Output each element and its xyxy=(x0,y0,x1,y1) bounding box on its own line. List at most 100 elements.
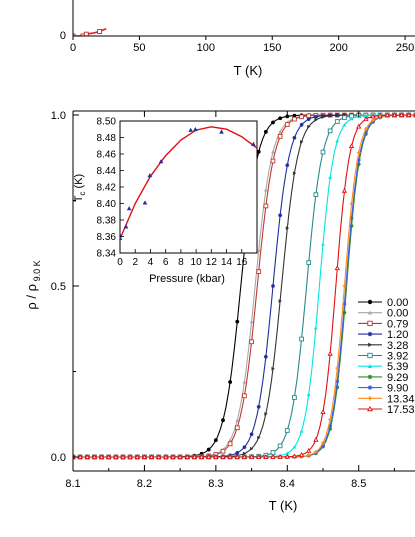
main-series-point xyxy=(213,454,219,459)
main-series-point xyxy=(263,354,268,359)
main-series-point xyxy=(277,134,283,139)
main-series-point xyxy=(141,454,148,459)
main-series-point xyxy=(334,119,340,124)
main-series-point xyxy=(398,112,405,117)
main-series-point xyxy=(277,443,283,449)
legend-marker xyxy=(367,364,373,368)
main-series-point xyxy=(234,454,240,459)
main-series-point xyxy=(263,129,268,134)
inset-data-layer xyxy=(120,126,257,240)
main-series-point xyxy=(220,454,226,459)
main-series-point xyxy=(191,454,198,459)
main-series-point xyxy=(349,116,354,121)
main-series-point xyxy=(285,451,290,455)
main-x-tick-label: 8.4 xyxy=(280,478,295,490)
main-series-point xyxy=(228,380,233,384)
legend-marker xyxy=(367,352,373,359)
legend-marker xyxy=(367,396,373,401)
main-series-point xyxy=(292,171,297,176)
main-series-point xyxy=(271,366,275,371)
main-series-point xyxy=(256,269,262,274)
main-series-point xyxy=(370,113,376,119)
legend-label: 5.39 xyxy=(387,361,408,373)
main-series-point xyxy=(299,114,304,120)
main-series-point xyxy=(349,224,354,228)
main-series-point xyxy=(349,216,354,221)
top-series-point xyxy=(80,33,86,36)
main-y-tick-label: 0.0 xyxy=(51,452,66,464)
inset-x-tick-label: 6 xyxy=(163,257,169,268)
main-series-point xyxy=(106,454,112,459)
main-series-point xyxy=(363,116,369,122)
inset-x-tick-label: 12 xyxy=(206,257,218,268)
main-series-point xyxy=(334,265,340,271)
main-series-point xyxy=(263,203,269,209)
main-x-axis-label: T (K) xyxy=(269,498,298,513)
main-series-point xyxy=(306,260,312,265)
main-x-ticks: 8.1 8.2 8.3 8.4 8.5 xyxy=(65,111,395,490)
inset-y-tick-label: 8.38 xyxy=(97,216,117,227)
inset-fit-curve xyxy=(120,126,257,240)
main-y-axis-label: ρ / ρ 9.0 K xyxy=(24,260,42,309)
inset-x-tick-label: 2 xyxy=(132,257,138,268)
main-series-point xyxy=(313,450,318,454)
inset-x-tick-label: 14 xyxy=(221,257,233,268)
main-series-point xyxy=(327,128,333,134)
main-series-point xyxy=(342,310,347,315)
legend-marker xyxy=(367,320,373,327)
main-series-point xyxy=(284,428,290,433)
main-series-point xyxy=(98,454,105,459)
main-series-point xyxy=(328,417,333,422)
main-series-point xyxy=(263,454,269,459)
top-series-point xyxy=(83,31,89,36)
top-y-tick-0: 0 xyxy=(60,30,66,42)
top-series-point xyxy=(73,33,76,36)
main-series-point xyxy=(321,115,325,119)
main-series-point xyxy=(335,366,340,371)
main-series-point xyxy=(292,135,297,140)
main-series-point xyxy=(170,454,176,459)
main-series-point xyxy=(91,454,98,459)
main-series-point xyxy=(314,118,318,122)
main-series-point xyxy=(348,143,355,148)
main-series-point xyxy=(220,448,226,454)
main-series-point xyxy=(307,124,311,129)
main-series-point xyxy=(285,226,290,231)
main-series-point xyxy=(127,454,133,459)
legend-label: 3.92 xyxy=(387,351,408,363)
main-series-point xyxy=(306,447,312,453)
main-series-point xyxy=(270,450,276,455)
legend-label: 3.28 xyxy=(387,340,408,352)
inset-y-tick-label: 8.42 xyxy=(97,183,117,194)
inset-y-tick-label: 8.46 xyxy=(97,150,117,161)
main-series-point xyxy=(363,113,368,118)
main-series-point xyxy=(292,113,297,118)
main-series-point xyxy=(335,385,340,390)
main-series-point xyxy=(156,454,162,459)
top-x-axis-label: T (K) xyxy=(234,63,263,78)
main-series-point xyxy=(363,127,368,132)
inset-y-axis-label: Tc (K) xyxy=(73,174,87,202)
legend-label: 0.79 xyxy=(387,318,408,330)
main-series-point xyxy=(256,149,261,154)
top-x-tick-label: 150 xyxy=(263,42,281,54)
main-series-point xyxy=(349,201,354,206)
inset-panel: 0 2 4 6 8 10 12 14 16 8.348.368.388.408.428.448.… xyxy=(73,117,258,285)
main-series-point xyxy=(285,163,290,168)
main-series-point xyxy=(271,120,275,125)
main-series-point xyxy=(213,438,218,443)
main-series-point xyxy=(249,339,254,345)
main-series-point xyxy=(264,411,268,416)
main-x-tick-label: 8.1 xyxy=(65,478,80,490)
main-series-point xyxy=(234,425,240,431)
main-series-point xyxy=(328,424,333,428)
main-series-point xyxy=(248,454,255,459)
inset-data-point xyxy=(126,206,132,211)
main-series-point xyxy=(284,122,290,127)
main-series-point xyxy=(335,379,340,384)
main-series-point xyxy=(384,112,390,118)
main-series-point xyxy=(77,454,83,459)
main-series-point xyxy=(242,380,247,384)
inset-data-point xyxy=(142,200,148,205)
main-series-point xyxy=(306,392,311,397)
